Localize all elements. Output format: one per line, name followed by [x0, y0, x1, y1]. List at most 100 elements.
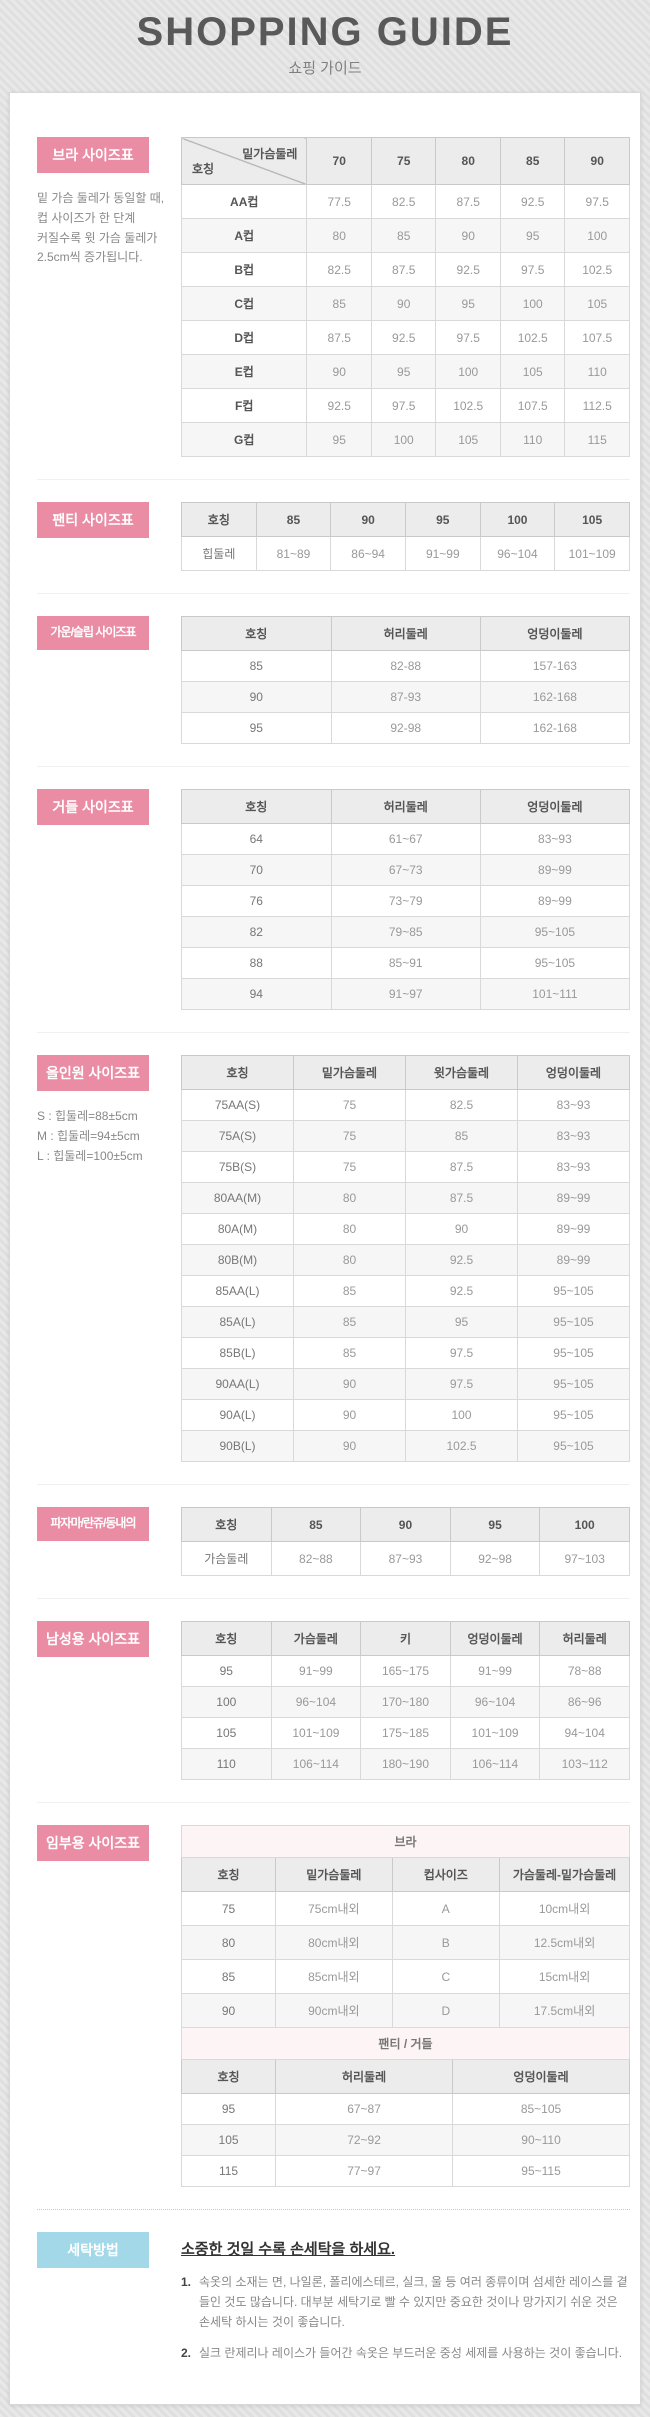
data-cell: 87.5: [435, 184, 501, 219]
data-cell: 106~114: [449, 1748, 541, 1780]
data-cell: 77~97: [275, 2155, 454, 2187]
data-cell: 110: [564, 354, 630, 389]
data-cell: 162-168: [479, 712, 631, 744]
data-cell: 157-163: [479, 650, 631, 682]
data-cell: 91~99: [404, 536, 481, 571]
row-header-cell: 115: [180, 2155, 277, 2187]
data-cell: 97.5: [564, 184, 630, 219]
data-cell: 102.5: [405, 1430, 518, 1462]
table-row: 95 67~87 85~105: [180, 2093, 630, 2125]
data-cell: 75: [293, 1151, 406, 1183]
diagonal-top-label: 밑가슴둘레: [242, 147, 298, 161]
men-section-badge: 남성용 사이즈표: [37, 1621, 149, 1658]
row-header-cell: 88: [181, 947, 332, 979]
section-pajama-sizes: 파자마/란쥬/동내의 호칭 85 90 95 100 가슴둘레 82~88 87~93 92~…: [37, 1484, 630, 1576]
data-cell: 17.5cm내외: [499, 1993, 630, 2028]
bra-side-column: 브라 사이즈표 밑 가슴 둘레가 동일할 때, 컵 사이즈가 한 단계 커질수록…: [37, 137, 181, 280]
panty-side-column: 팬티 사이즈표: [37, 502, 181, 539]
washing-side-column: 세탁방법: [37, 2232, 181, 2269]
data-cell: 87.5: [405, 1151, 518, 1183]
data-cell: 95~105: [517, 1368, 630, 1400]
bra-table-body: AA컵 77.5 82.5 87.5 92.5 97.5 A컵 80 85 90 95 100 B컵 82…: [180, 184, 630, 457]
maternity-pg-subheader-row: 팬티 / 거들: [181, 2027, 630, 2060]
data-cell: 97.5: [435, 320, 501, 355]
section-girdle-sizes: 거들 사이즈표 호칭 허리둘레 엉덩이둘레 64 61~67 83~93 70 67~73 8…: [37, 766, 631, 1010]
data-cell: 92.5: [370, 320, 437, 355]
data-cell: 92-98: [330, 712, 481, 744]
panty-table-head: 호칭 85 90 95 100 105: [181, 502, 630, 537]
page-subtitle: 쇼핑 가이드: [288, 60, 362, 77]
table-row: 76 73~79 89~99: [181, 885, 631, 917]
data-cell: 85: [293, 1306, 406, 1338]
data-cell: 97.5: [405, 1368, 518, 1400]
table-row: 94 91~97 101~111: [181, 978, 631, 1010]
column-header: 호칭: [180, 1857, 277, 1892]
data-cell: 100: [435, 354, 501, 389]
data-cell: 67~73: [330, 854, 481, 886]
data-cell: 75: [293, 1120, 406, 1152]
data-cell: 83~93: [479, 823, 631, 855]
table-row: F컵 92.5 97.5 102.5 107.5 112.5: [180, 388, 630, 423]
data-cell: 89~99: [517, 1213, 630, 1245]
data-cell: 92.5: [405, 1275, 518, 1307]
data-cell: 85: [370, 218, 437, 253]
data-cell: 100: [564, 218, 630, 253]
data-cell: 90: [435, 218, 501, 253]
data-cell: 83~93: [517, 1089, 630, 1121]
row-header-cell: D컵: [180, 320, 308, 355]
row-header-cell: 75A(S): [181, 1120, 294, 1152]
washing-item-1: 1. 속옷의 소재는 면, 나일론, 폴리에스테르, 실크, 울 등 여러 종류…: [181, 2273, 630, 2332]
row-header-cell: 85: [181, 650, 332, 682]
gown-main-column: 호칭 허리둘레 엉덩이둘레 85 82-88 157-163 90 87-93 162-168…: [181, 616, 631, 744]
data-cell: 67~87: [275, 2093, 454, 2125]
column-header: 가슴둘레: [270, 1621, 362, 1656]
column-header: 호칭: [181, 789, 332, 824]
data-cell: 87-93: [330, 681, 481, 713]
data-cell: 95~105: [517, 1399, 630, 1431]
row-header-cell: 90A(L): [181, 1399, 294, 1431]
table-row: 가슴둘레 82~88 87~93 92~98 97~103: [181, 1541, 630, 1576]
data-cell: 96~104: [449, 1686, 541, 1718]
allinone-note: S : 힙둘레=88±5cm M : 힙둘레=94±5cm L : 힙둘레=10…: [37, 1109, 143, 1163]
data-cell: 15cm내외: [499, 1959, 630, 1994]
panty-size-table: 호칭 85 90 95 100 105 힙둘레 81~89 86~94 91~99 96~104 1…: [181, 502, 630, 571]
column-header: 호칭: [181, 616, 332, 651]
data-cell: 95~105: [517, 1306, 630, 1338]
section-maternity-sizes: 임부용 사이즈표 브라 호칭 밑가슴둘레 컵사이즈 가슴둘레-밑가슴둘레 75 75cm…: [37, 1802, 630, 2187]
data-cell: 87~93: [360, 1541, 451, 1576]
row-header-cell: 100: [181, 1686, 272, 1718]
data-cell: 95~105: [517, 1430, 630, 1462]
data-cell: 91~99: [449, 1655, 541, 1687]
table-row: 85A(L) 85 95 95~105: [181, 1306, 630, 1338]
data-cell: 100: [499, 286, 566, 321]
panty-header-row: 호칭 85 90 95 100 105: [181, 502, 630, 537]
data-cell: 82.5: [405, 1089, 518, 1121]
data-cell: 75cm내외: [275, 1891, 393, 1926]
washing-item-1-number: 1.: [181, 2275, 192, 2289]
section-washing-instructions: 세탁방법 소중한 것일 수록 손세탁을 하세요. 1. 속옷의 소재는 면, 나…: [37, 2209, 630, 2376]
data-cell: 92.5: [405, 1244, 518, 1276]
data-cell: 82-88: [330, 650, 481, 682]
section-gown-slip-sizes: 가운/슬립 사이즈표 호칭 허리둘레 엉덩이둘레 85 82-88 157-163 90 8…: [37, 593, 631, 744]
washing-item-2: 2. 실크 란제리나 레이스가 들어간 속옷은 부드러운 중성 세제를 사용하는…: [181, 2344, 630, 2364]
diagonal-bottom-label: 호칭: [192, 162, 215, 176]
data-cell: 105: [564, 286, 630, 321]
data-cell: 91~99: [270, 1655, 362, 1687]
maternity-pg-subheader: 팬티 / 거들: [181, 2027, 630, 2060]
row-header-cell: 90: [181, 681, 332, 713]
maternity-side-column: 임부용 사이즈표: [37, 1825, 181, 1862]
data-cell: 102.5: [499, 320, 566, 355]
girdle-header-row: 호칭 허리둘레 엉덩이둘레: [181, 789, 631, 824]
column-header: 컵사이즈: [391, 1857, 501, 1892]
data-cell: 162-168: [479, 681, 631, 713]
data-cell: 80: [306, 218, 372, 253]
row-header-cell: 90B(L): [181, 1430, 294, 1462]
bra-note: 밑 가슴 둘레가 동일할 때, 컵 사이즈가 한 단계 커질수록 윗 가슴 둘레…: [37, 191, 165, 265]
girdle-table-body: 64 61~67 83~93 70 67~73 89~99 76 73~79 89~99 82 79…: [181, 823, 631, 1010]
bra-main-column: 밑가슴둘레 호칭 70 75 80 85 90 AA컵 77.5 82.5 87.5 92.5 9…: [180, 137, 630, 457]
row-header-cell: 95: [181, 1655, 272, 1687]
section-panty-sizes: 팬티 사이즈표 호칭 85 90 95 100 105 힙둘레 81~89 86~94 91~9…: [37, 479, 630, 571]
data-cell: 12.5cm내외: [499, 1925, 630, 1960]
table-row: AA컵 77.5 82.5 87.5 92.5 97.5: [180, 184, 630, 219]
data-cell: 80: [293, 1182, 406, 1214]
